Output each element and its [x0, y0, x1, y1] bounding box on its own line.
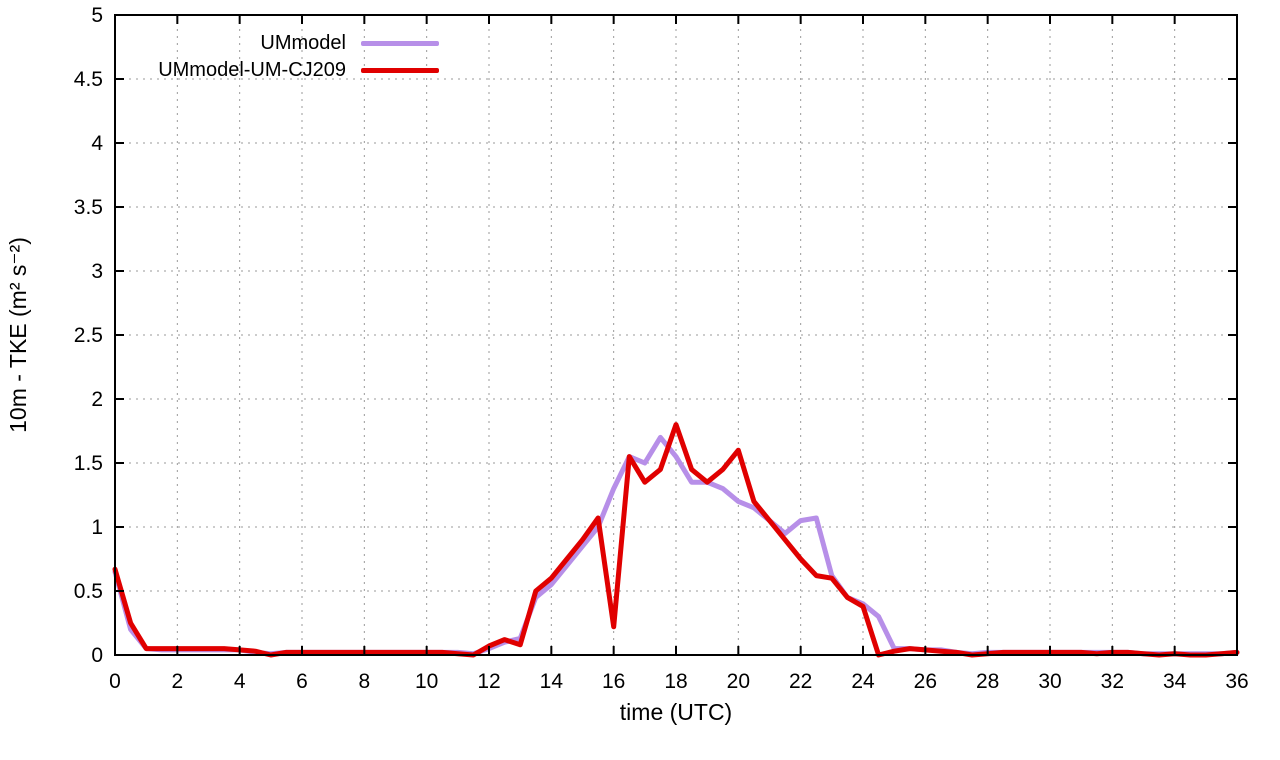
x-tick-label: 8: [358, 670, 370, 693]
x-tick-label: 22: [789, 670, 812, 693]
x-tick-label: 28: [976, 670, 999, 693]
legend-item-ummodel: UMmodel: [118, 30, 439, 57]
y-tick-label: 4: [91, 132, 103, 155]
x-axis-label: time (UTC): [620, 699, 732, 725]
x-tick-label: 6: [296, 670, 308, 693]
x-tick-label: 12: [477, 670, 500, 693]
x-tick-label: 16: [602, 670, 625, 693]
y-tick-label: 3.5: [74, 196, 103, 219]
y-axis-label: 10m - TKE (m² s⁻²): [5, 237, 31, 433]
y-tick-label: 0: [91, 644, 103, 667]
x-tick-label: 20: [727, 670, 750, 693]
x-tick-label: 18: [664, 670, 687, 693]
x-tick-label: 36: [1225, 670, 1248, 693]
y-tick-label: 1: [91, 516, 103, 539]
x-tick-label: 10: [415, 670, 438, 693]
y-tick-label: 5: [91, 4, 103, 27]
x-tick-label: 4: [234, 670, 246, 693]
x-tick-label: 0: [109, 670, 121, 693]
x-tick-label: 14: [540, 670, 564, 693]
y-tick-label: 2: [91, 388, 103, 411]
x-tick-label: 24: [851, 670, 875, 693]
x-tick-label: 34: [1163, 670, 1187, 693]
y-tick-label: 3: [91, 260, 103, 283]
legend: UMmodel UMmodel-UM-CJ209: [118, 30, 439, 84]
y-tick-label: 4.5: [74, 68, 103, 91]
x-tick-label: 2: [171, 670, 183, 693]
x-tick-label: 32: [1101, 670, 1124, 693]
series-line-ummodel: [112, 434, 1240, 657]
x-tick-label: 30: [1038, 670, 1061, 693]
legend-item-ummodel-um-cj209: UMmodel-UM-CJ209: [118, 57, 439, 84]
y-tick-label: 2.5: [74, 324, 103, 347]
x-tick-label: 26: [914, 670, 937, 693]
legend-line-sample-ummodel-um-cj209: [361, 68, 439, 73]
legend-line-sample-ummodel: [361, 41, 439, 46]
legend-label-ummodel-um-cj209: UMmodel-UM-CJ209: [158, 59, 346, 81]
legend-label-ummodel: UMmodel: [260, 32, 346, 54]
y-tick-label: 1.5: [74, 452, 103, 475]
y-tick-label: 0.5: [74, 580, 103, 603]
